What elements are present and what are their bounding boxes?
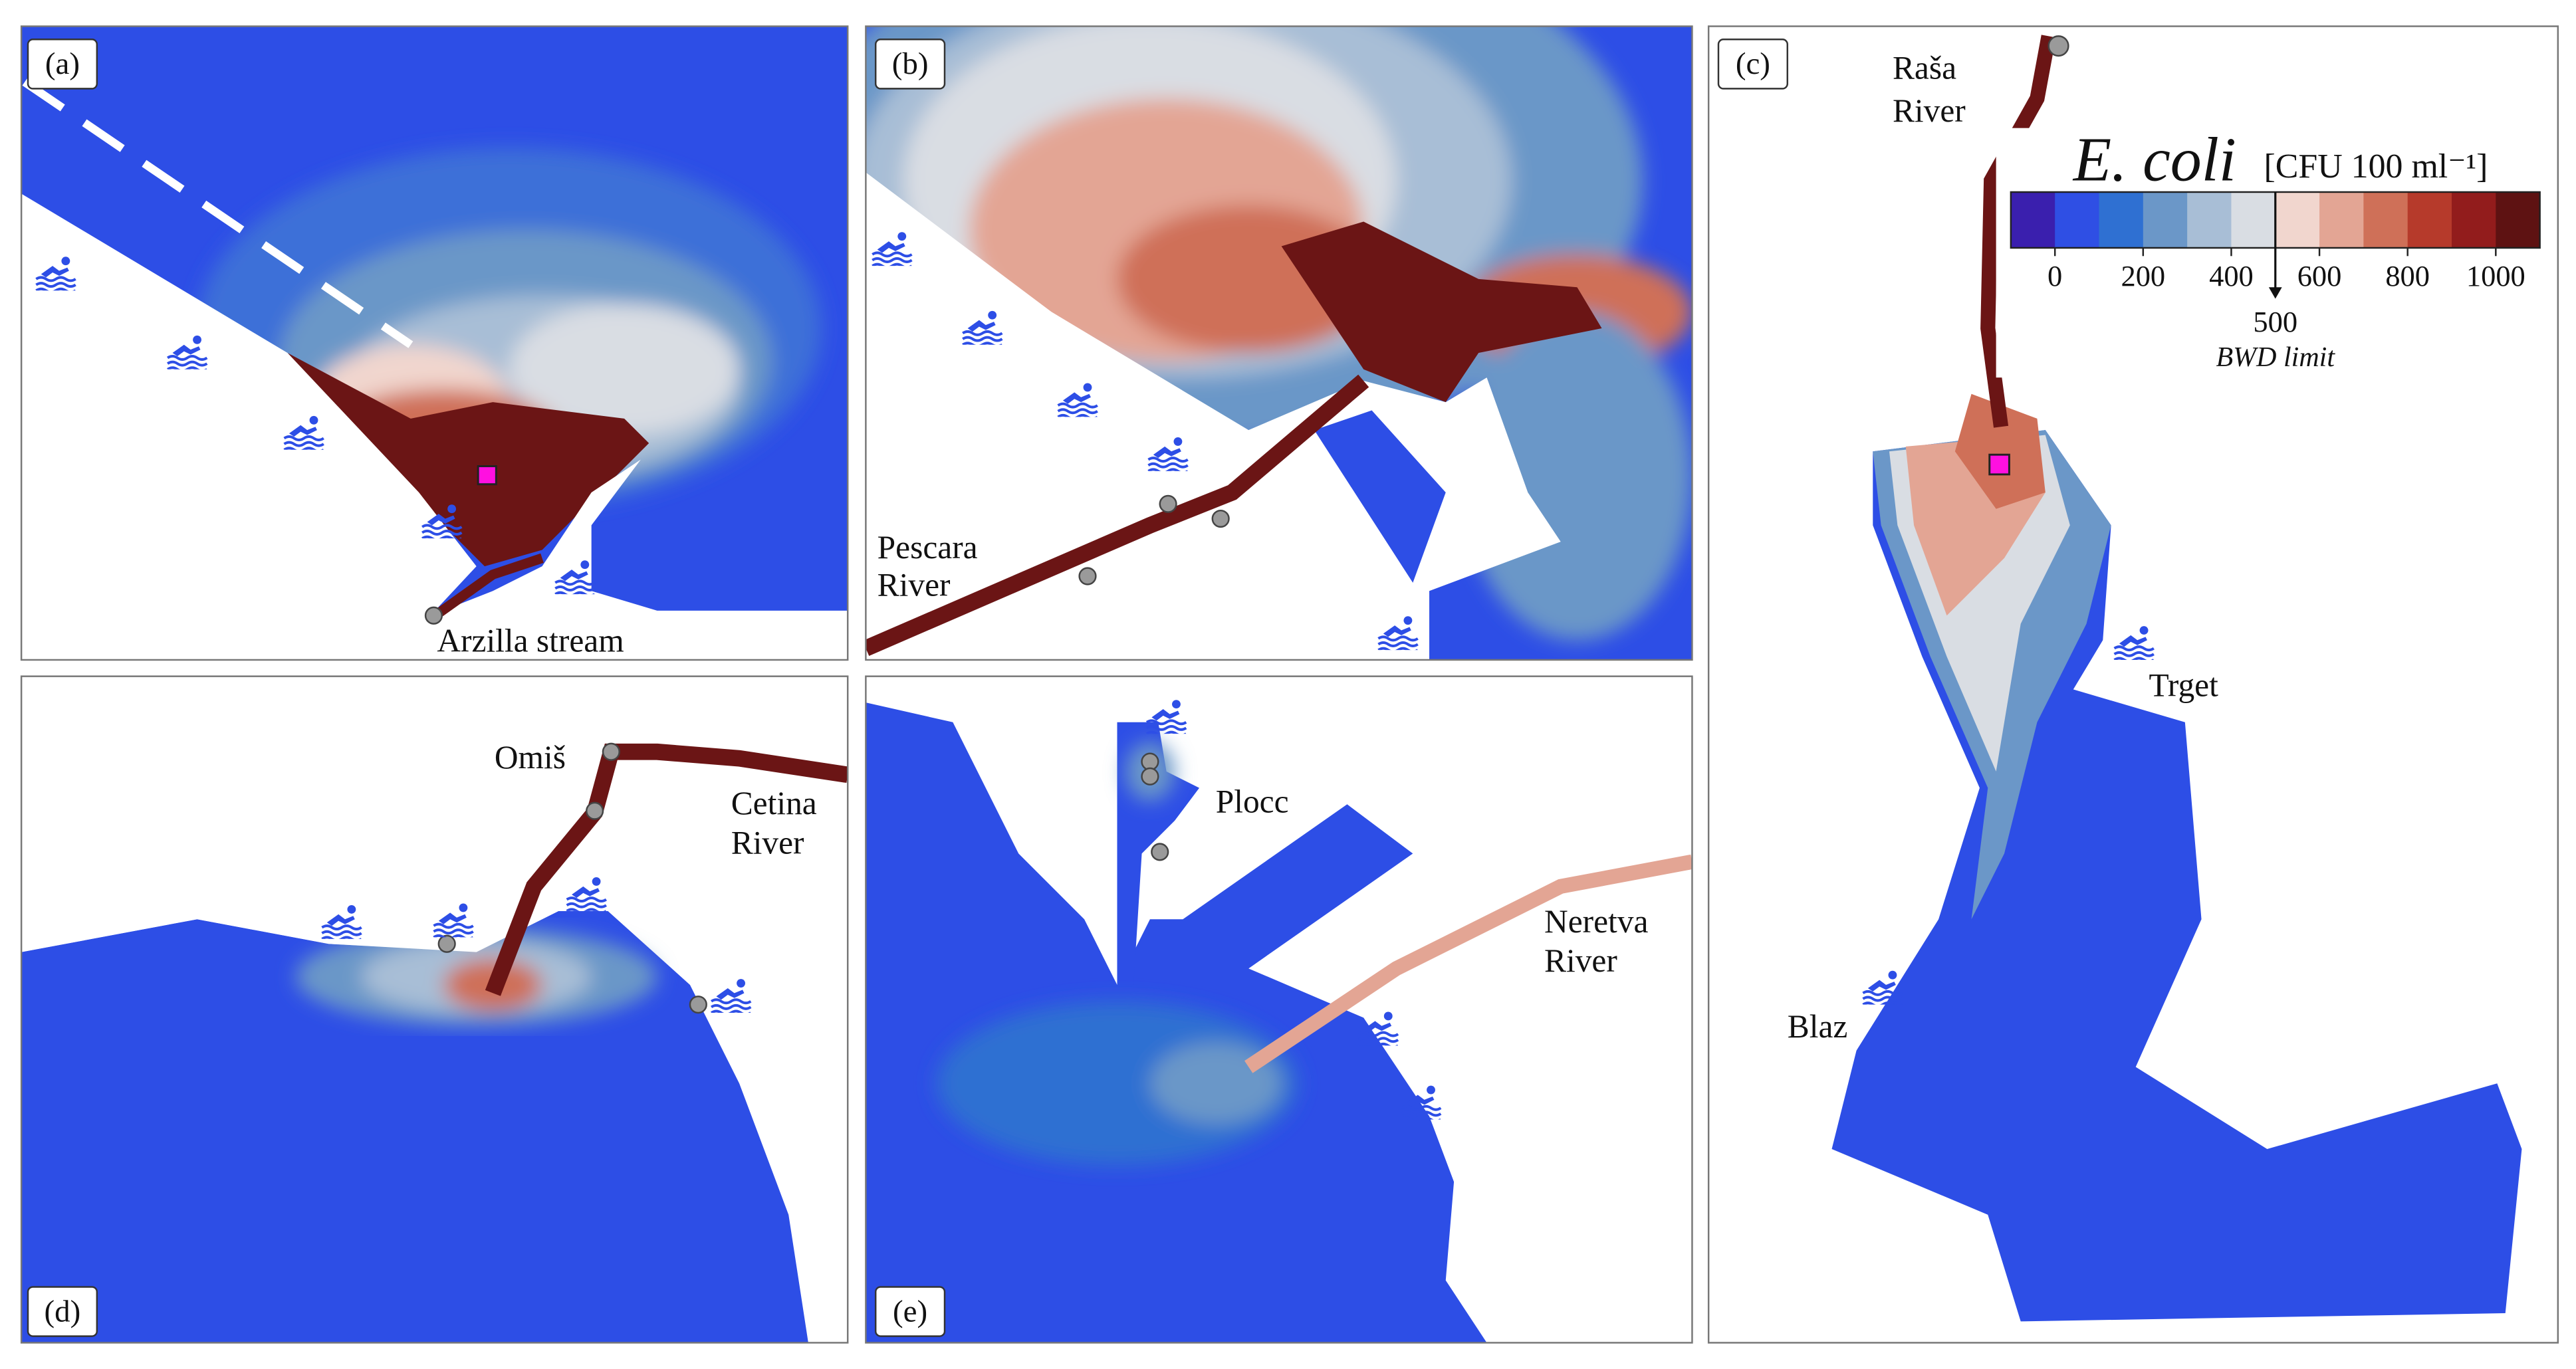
map-shape xyxy=(2048,35,2069,57)
map-shape xyxy=(27,39,98,90)
map-shape xyxy=(936,1001,1298,1166)
place-label: Arzilla stream xyxy=(437,623,624,659)
map-shape xyxy=(865,675,1693,1344)
colorbar-swatch xyxy=(2275,191,2320,248)
map-shape xyxy=(21,910,808,1343)
map-shape xyxy=(1244,854,1693,1073)
map-shape xyxy=(509,303,740,435)
map-shape xyxy=(1159,494,1177,513)
map-shape xyxy=(586,801,604,820)
map-shape xyxy=(1078,567,1097,585)
map-shape xyxy=(866,374,1369,656)
colorbar-tick-label: 400 xyxy=(2209,259,2254,292)
map-shape xyxy=(874,39,946,90)
colorbar-tick-label: 0 xyxy=(2048,259,2062,292)
colorbar-swatch xyxy=(2231,191,2276,248)
map-shape xyxy=(1151,843,1169,861)
map-shape xyxy=(1211,509,1230,528)
place-label: Pescara xyxy=(878,529,978,566)
place-label: Plocc xyxy=(1216,784,1289,820)
panel-label: (e) xyxy=(893,1294,927,1328)
panel-label: (d) xyxy=(45,1294,81,1328)
map-shape xyxy=(865,25,1693,661)
place-label: Raša xyxy=(1893,50,1956,86)
colorbar-tick-label: 600 xyxy=(2297,259,2342,292)
panel-label: (a) xyxy=(45,47,80,81)
map-shape xyxy=(602,742,620,761)
colorbar-tick-label: 800 xyxy=(2385,259,2430,292)
map-shape xyxy=(1988,453,2010,476)
colorbar-title: E. coli xyxy=(2072,126,2236,195)
colorbar-swatch xyxy=(2099,191,2144,248)
colorbar-swatch xyxy=(2496,191,2541,248)
limit-value: 500 xyxy=(2253,305,2297,338)
map-shape xyxy=(424,606,443,625)
panel-b-map xyxy=(866,26,1693,660)
colorbar: E. coli [CFU 100 ml⁻¹] 0 200 400 600 800 1000 50… xyxy=(1996,126,2551,378)
panel-a-map xyxy=(21,26,848,660)
map-shape xyxy=(689,996,707,1014)
map-shape xyxy=(874,1286,946,1337)
colorbar-swatch xyxy=(2319,191,2365,248)
colorbar-swatch xyxy=(2010,191,2055,248)
panel-label: (c) xyxy=(1736,47,1770,81)
map-shape xyxy=(27,1286,98,1337)
map-shape xyxy=(1141,767,1159,786)
map-shape xyxy=(1707,25,2559,1344)
place-label: Trget xyxy=(2149,667,2218,703)
map-shape xyxy=(477,465,497,486)
map-shape xyxy=(1314,410,1446,583)
map-shape xyxy=(1462,312,1693,641)
place-label: River xyxy=(878,567,951,603)
map-shape xyxy=(432,553,544,620)
place-label: Cetina xyxy=(731,785,817,821)
place-label: Neretva xyxy=(1544,903,1648,940)
map-shape xyxy=(21,193,848,660)
map-shape xyxy=(1980,35,2056,428)
map-shape xyxy=(20,25,849,661)
map-shape xyxy=(20,675,849,1344)
place-label: Omiš xyxy=(495,739,566,776)
colorbar-tick-label: 200 xyxy=(2121,259,2165,292)
colorbar-swatch xyxy=(2143,191,2188,248)
colorbar-swatch xyxy=(2187,191,2232,248)
map-shape xyxy=(1954,393,2046,509)
panel-label: (b) xyxy=(892,47,929,81)
map-shape xyxy=(437,934,456,953)
colorbar-swatch xyxy=(2363,191,2408,248)
panel-d-map xyxy=(21,676,848,1343)
colorbar-swatch xyxy=(2055,191,2100,248)
colorbar-unit: [CFU 100 ml⁻¹] xyxy=(2264,148,2488,185)
colorbar-swatch xyxy=(2452,191,2497,248)
limit-label: BWD limit xyxy=(2216,342,2335,373)
panel-e-map xyxy=(866,676,1693,1343)
colorbar-background xyxy=(1996,128,2551,378)
map-shape xyxy=(287,353,649,567)
map-shape xyxy=(22,78,413,348)
colorbar-swatch xyxy=(2407,191,2452,248)
place-label: River xyxy=(1544,942,1617,979)
limit-arrow xyxy=(2268,287,2282,299)
map-shape xyxy=(1281,221,1602,403)
map-shape xyxy=(1717,39,1789,90)
place-label: Blaz xyxy=(1788,1008,1848,1045)
place-label: River xyxy=(731,824,804,861)
colorbar-tick-label: 1000 xyxy=(2466,259,2525,292)
place-label: River xyxy=(1893,92,1966,129)
